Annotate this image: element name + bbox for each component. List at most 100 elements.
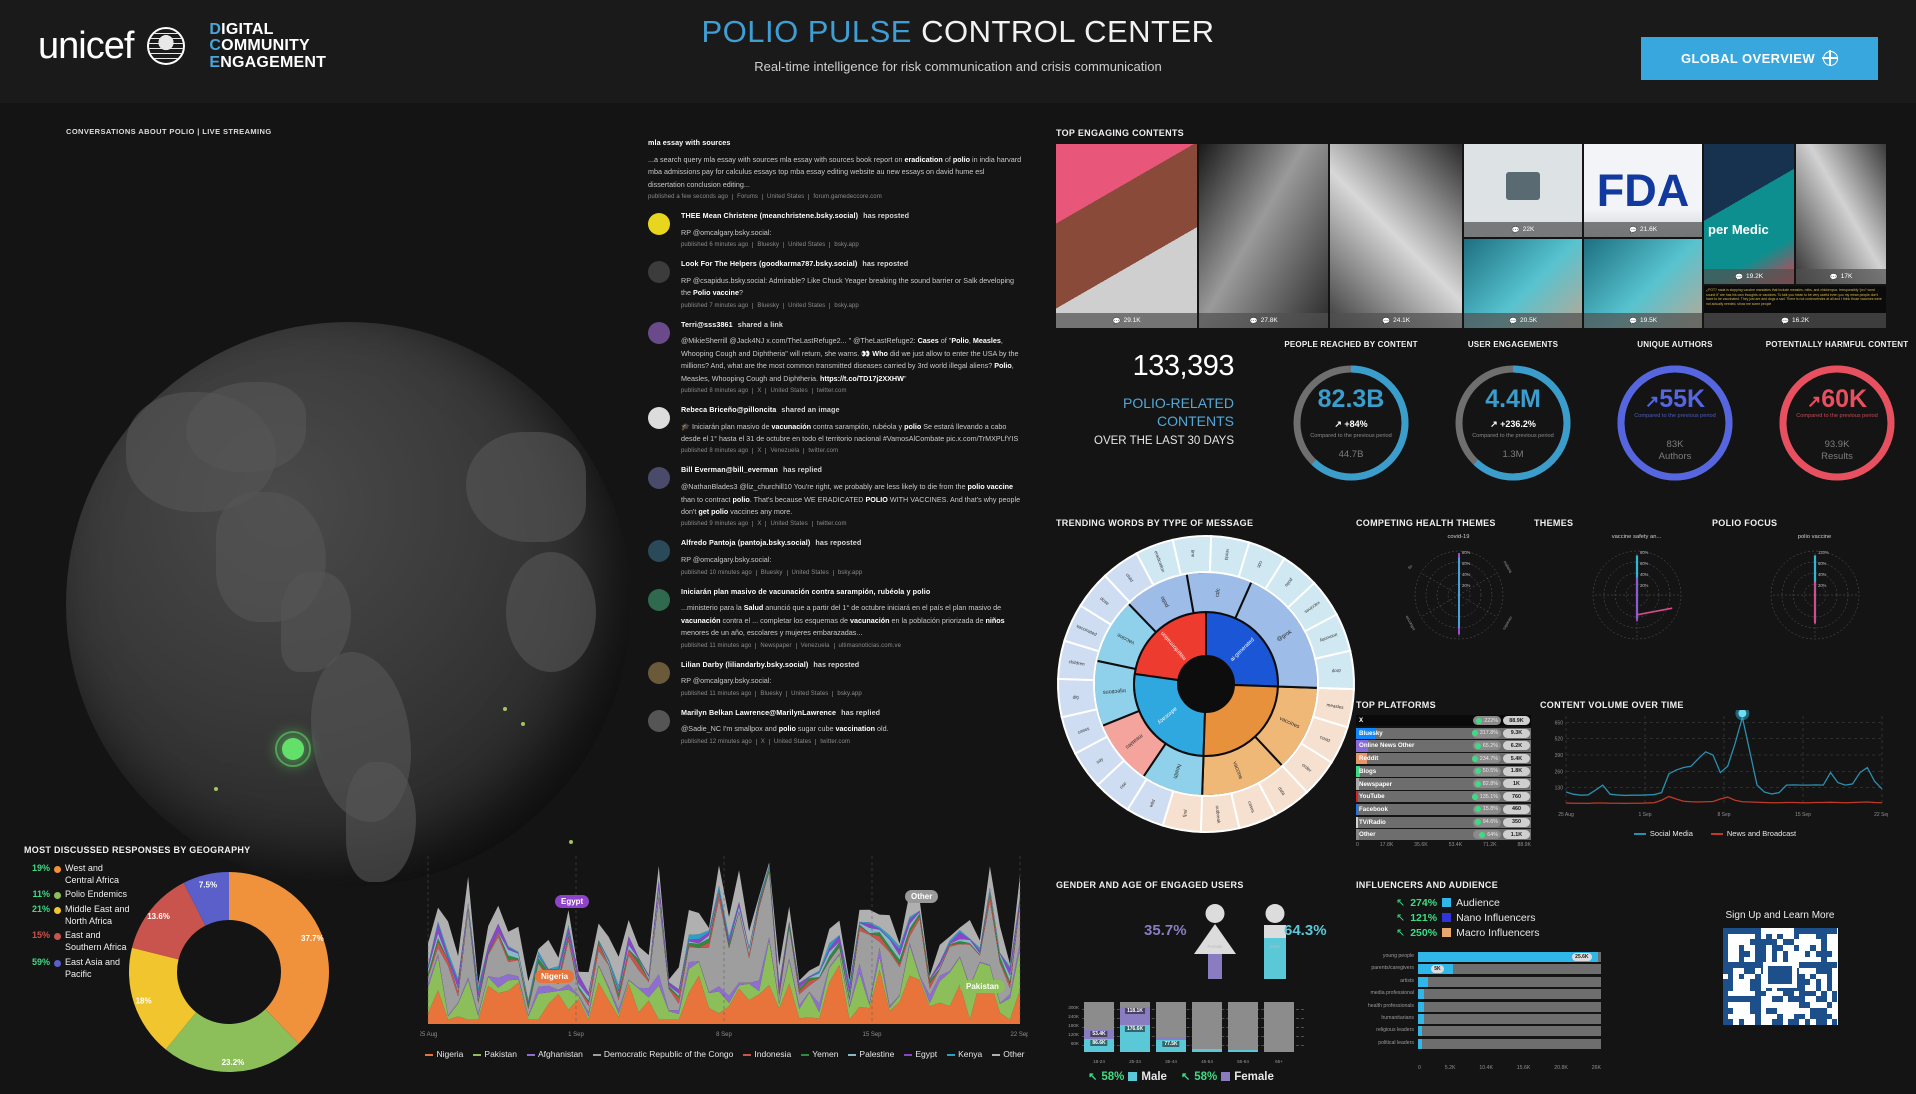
platform-row[interactable]: Online News Other 65.2% 6.2K [1356, 740, 1531, 752]
age-distribution-chart[interactable]: 60K 120K 180K 240K 300K 86.6K 53.4K 18-2… [1056, 998, 1306, 1064]
engaging-content-tile[interactable]: 💬 20.5K [1464, 239, 1582, 328]
kpi-gauge[interactable]: UNIQUE AUTHORS ↗55K Compared to the prev… [1580, 340, 1770, 485]
area-legend-item[interactable]: Indonesia [743, 1047, 791, 1062]
geography-donut-chart[interactable]: 37.7% 23.2% 18% 13.6% 7.5% [124, 867, 334, 1077]
engaging-content-tile[interactable]: 💬 27.8K [1199, 144, 1329, 328]
geography-legend[interactable]: 19% West and Central Africa 11% Polio En… [24, 863, 134, 983]
gender-legend[interactable]: ↖ 58% Male ↖ 58% Female [1056, 1070, 1306, 1084]
geography-legend-item[interactable]: 15% East and Southern Africa [24, 930, 134, 953]
area-legend-item[interactable]: Pakistan [473, 1047, 517, 1062]
donut-slice[interactable] [129, 947, 197, 1050]
age-bar[interactable]: 86.6K 53.4K [1084, 1002, 1114, 1052]
area-legend-item[interactable]: Egypt [904, 1047, 937, 1062]
kpi-gauge[interactable]: POTENTIALLY HARMFUL CONTENT ↗60K Compare… [1742, 340, 1916, 485]
legend-item[interactable]: News and Broadcast [1710, 829, 1796, 838]
engaging-content-tile[interactable]: 💬 24.1K [1330, 144, 1462, 328]
area-series[interactable] [428, 871, 1020, 1016]
feed-post[interactable]: Iniciarán plan masivo de vacunación cont… [648, 587, 1023, 649]
influencer-row[interactable]: young people 25.6K [1356, 952, 1601, 962]
geography-legend-item[interactable]: 21% Middle East and North Africa [24, 904, 134, 927]
content-volume-chart[interactable]: 130 260 390 520 650 25 Aug 1 Sep 8 Sep 15 Sep 22 … [1540, 706, 1890, 827]
country-volume-legend[interactable]: Nigeria Pakistan Afghanistan Democratic … [420, 1046, 1030, 1062]
platform-row[interactable]: Other 64% 1.1K [1356, 829, 1531, 841]
platform-row[interactable]: X 222% 88.9K [1356, 715, 1531, 727]
donut-slice[interactable] [229, 872, 329, 1044]
radar-chart[interactable]: THEMES vaccine safety an... Contorpolio … [1534, 518, 1739, 649]
qr-code[interactable] [1722, 928, 1838, 1025]
platform-row[interactable]: TV/Radio 94.6% 350 [1356, 816, 1531, 828]
top-platforms-rows[interactable]: X 222% 88.9K Bluesky 317.8% 9.3K Online … [1356, 715, 1531, 841]
engaging-content-tile[interactable]: ¿POT? nada is stopping vaccine mandates … [1704, 286, 1886, 328]
age-bar[interactable] [1228, 1002, 1258, 1052]
platform-row[interactable]: Blogs 50.5% 1.8K [1356, 765, 1531, 777]
post-meta-item: bsky.app [829, 302, 859, 309]
area-legend-item[interactable]: Other [992, 1047, 1025, 1062]
geography-legend-item[interactable]: 11% Polio Endemics [24, 889, 134, 901]
engaging-content-tile[interactable]: 💬 29.1K [1056, 144, 1198, 328]
area-legend-item[interactable]: Palestine [848, 1047, 894, 1062]
kpi-gauge[interactable]: USER ENGAGEMENTS 4.4M ↗ +236.2% Compared… [1418, 340, 1608, 485]
platform-row[interactable]: Bluesky 317.8% 9.3K [1356, 727, 1531, 739]
area-series[interactable] [428, 964, 1020, 1024]
geography-legend-item[interactable]: 19% West and Central Africa [24, 863, 134, 886]
platform-row[interactable]: Facebook 15.8% 460 [1356, 803, 1531, 815]
area-legend-item[interactable]: Kenya [947, 1047, 982, 1062]
top-engaging-grid[interactable]: 💬 29.1K 💬 27.8K 💬 24.1K 💬 22K FDA 💬 21.6K… [1056, 144, 1886, 328]
influencer-legend-item[interactable]: ↖ 250% Macro Influencers [1356, 926, 1601, 940]
platform-row[interactable]: Newspaper 82.8% 1K [1356, 778, 1531, 790]
influencer-legend-item[interactable]: ↖ 121% Nano Influencers [1356, 911, 1601, 925]
area-legend-item[interactable]: Afghanistan [527, 1047, 583, 1062]
feed-post[interactable]: Bill Everman@bill_everman has replied @Nat… [648, 465, 1023, 528]
area-legend-item[interactable]: Democratic Republic of the Congo [592, 1047, 733, 1062]
gender-legend-item[interactable]: ↖ 58% Female [1181, 1070, 1274, 1084]
age-bar[interactable]: 176.6K 118.1K [1120, 1002, 1150, 1052]
influencer-row[interactable]: health professionals [1356, 1001, 1601, 1012]
world-globe[interactable] [66, 322, 631, 887]
engaging-content-tile[interactable]: 💬 22K [1464, 144, 1582, 237]
area-legend-item[interactable]: Nigeria [425, 1047, 463, 1062]
donut-slice[interactable] [165, 1009, 299, 1072]
donut-slice[interactable] [183, 872, 229, 926]
influencer-row[interactable]: political leaders [1356, 1038, 1601, 1049]
feed-post[interactable]: Rebeca Briceño@pilloncita shared an image… [648, 405, 1023, 455]
influencer-row[interactable]: media professional [1356, 989, 1601, 1000]
influencer-row[interactable]: artists [1356, 976, 1601, 987]
age-bar[interactable]: 77.5K [1156, 1002, 1186, 1052]
platform-row[interactable]: YouTube 135.1% 760 [1356, 791, 1531, 803]
radar-chart[interactable]: POLIO FOCUS polio vaccine Polio CasesVac… [1712, 518, 1916, 649]
platform-row[interactable]: Reddit 234.7% 5.4K [1356, 753, 1531, 765]
geography-legend-item[interactable]: 59% East Asia and Pacific [24, 957, 134, 980]
country-volume-area-chart[interactable]: 25 Aug 1 Sep 8 Sep 15 Sep 22 Sep [419, 850, 1030, 1045]
engaging-content-tile[interactable]: 💬 19.5K [1584, 239, 1702, 328]
influencers-legend[interactable]: ↖ 274% Audience ↖ 121% Nano Influencers … [1356, 896, 1601, 940]
area-legend-item[interactable]: Yemen [801, 1047, 838, 1062]
kpi-gauge[interactable]: PEOPLE REACHED BY CONTENT 82.3B ↗ +84% C… [1256, 340, 1446, 485]
feed-post[interactable]: Look For The Helpers (goodkarma787.bsky.… [648, 259, 1023, 309]
age-bar[interactable] [1192, 1002, 1222, 1052]
feed-post[interactable]: Terri@sss3861 shared a link @MikieSherrill… [648, 320, 1023, 394]
influencer-row[interactable]: religious leaders [1356, 1026, 1601, 1037]
donut-slice[interactable] [131, 882, 206, 960]
global-overview-button[interactable]: GLOBAL OVERVIEW [1641, 37, 1878, 80]
feed-post[interactable]: mla essay with sources ...a search query … [648, 138, 1023, 200]
live-ping[interactable] [282, 738, 304, 760]
feed-post[interactable]: THEE Mean Christene (meanchristene.bsky.… [648, 211, 1023, 249]
area-series[interactable] [428, 866, 1020, 1004]
feed-post[interactable]: Alfredo Pantoja (pantoja.bsky.social) has… [648, 538, 1023, 576]
radar-chart[interactable]: COMPETING HEALTH THEMES covid-19 cholera… [1356, 518, 1561, 649]
area-series[interactable] [428, 940, 1020, 1020]
influencer-legend-item[interactable]: ↖ 274% Audience [1356, 896, 1601, 910]
feed-post[interactable]: Marilyn Belkan Lawrence@MarilynLawrence h… [648, 708, 1023, 745]
engaging-content-tile[interactable]: FDA 💬 21.6K [1584, 144, 1702, 237]
age-bar[interactable] [1264, 1002, 1294, 1052]
legend-item[interactable]: Social Media [1633, 829, 1693, 838]
influencer-row[interactable]: humanitarians [1356, 1013, 1601, 1024]
trending-words-sunburst[interactable]: misinformation ai-generated advocacy vaccin… [1056, 534, 1356, 834]
influencer-row[interactable]: parents/caregivers 5K [1356, 964, 1601, 975]
live-stream-feed[interactable]: mla essay with sources ...a search query … [648, 138, 1023, 803]
engaging-content-tile[interactable]: per Medic 💬 19.2K [1704, 144, 1794, 284]
feed-post[interactable]: Lilian Darby (liliandarby.bsky.social) ha… [648, 660, 1023, 697]
gender-legend-item[interactable]: ↖ 58% Male [1088, 1070, 1167, 1084]
engaging-content-tile[interactable]: 💬 17K [1796, 144, 1886, 284]
influencers-chart[interactable]: young people 25.6K parents/caregivers 5K… [1356, 952, 1601, 1071]
